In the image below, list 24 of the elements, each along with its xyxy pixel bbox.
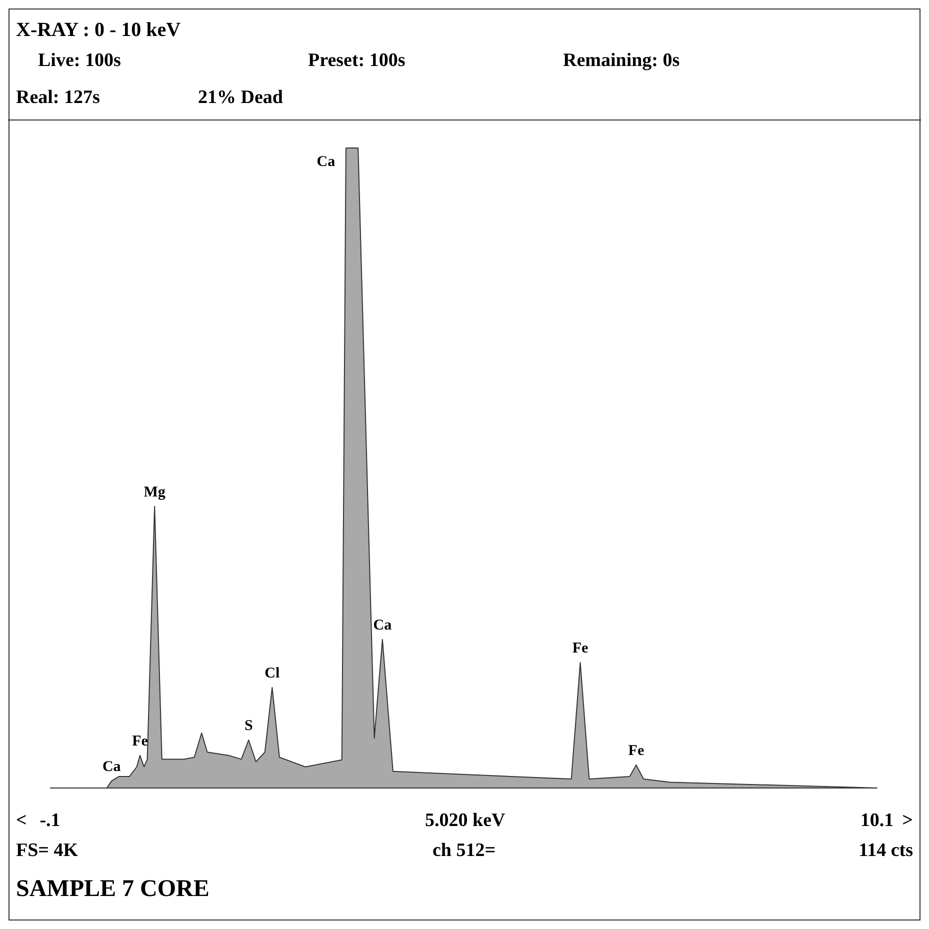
annotation: Mg — [144, 484, 166, 500]
text: > — [902, 810, 913, 831]
chart-title: X-RAY : 0 - 10 keV — [16, 19, 182, 41]
annotation: Fe — [132, 733, 148, 750]
annotation: Ca — [316, 154, 336, 170]
annotation: Ca — [373, 618, 392, 634]
x-tick-label: 5.020 keV — [425, 810, 506, 831]
annotation: Fe — [572, 640, 588, 657]
text: ch 512= — [432, 840, 496, 861]
x-tick-label: 10.1 — [860, 810, 894, 831]
annotation: Cl — [264, 666, 280, 682]
text: SAMPLE 7 CORE — [16, 876, 210, 902]
annotation: S — [244, 718, 253, 734]
text: < — [16, 810, 27, 831]
text: Live: 100s — [38, 50, 121, 71]
text: 114 cts — [858, 840, 913, 861]
text: Remaining: 0s — [563, 50, 680, 71]
annotation: Fe — [628, 742, 644, 759]
text: Preset: 100s — [308, 50, 406, 71]
text: Real: 127s — [16, 87, 100, 108]
annotation: Ca — [102, 758, 122, 775]
text: 21% Dead — [198, 87, 284, 108]
x-tick-label: -.1 — [40, 810, 60, 831]
text: FS= 4K — [16, 840, 78, 861]
